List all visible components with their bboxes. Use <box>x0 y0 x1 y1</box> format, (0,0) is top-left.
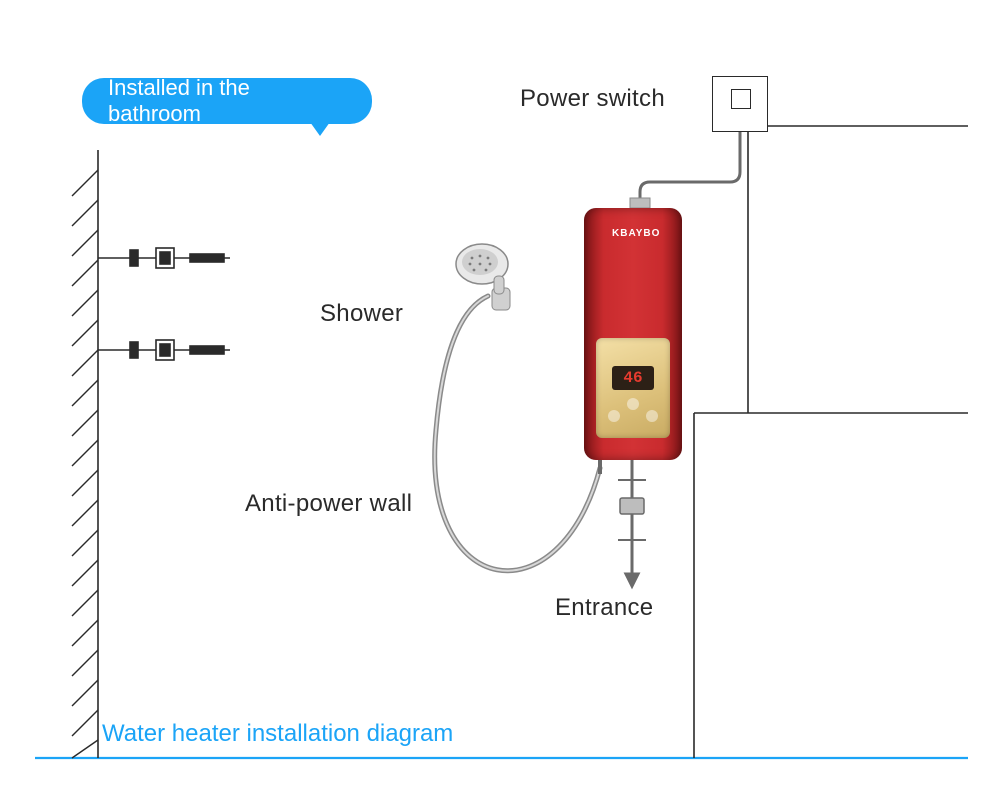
diagram-stage: Installed in the bathroom Power switch S… <box>0 0 1000 786</box>
diagram-lines <box>0 0 1000 786</box>
wall-bracket-2 <box>98 340 230 360</box>
heater-temp-window: 46 <box>612 366 654 390</box>
power-switch-box <box>712 76 768 132</box>
heater-brand-text: KBAYBO <box>612 228 660 239</box>
power-switch-toggle <box>731 89 751 109</box>
heater-button-dot <box>646 410 658 422</box>
wall-bracket-1 <box>98 248 230 268</box>
shower-hose <box>435 296 600 571</box>
heater-inlet-pipe <box>618 460 646 586</box>
heater-temp-value: 46 <box>623 369 642 387</box>
heater-button-dot <box>627 398 639 410</box>
shower-head-icon <box>456 244 508 294</box>
heater-button-dot <box>608 410 620 422</box>
